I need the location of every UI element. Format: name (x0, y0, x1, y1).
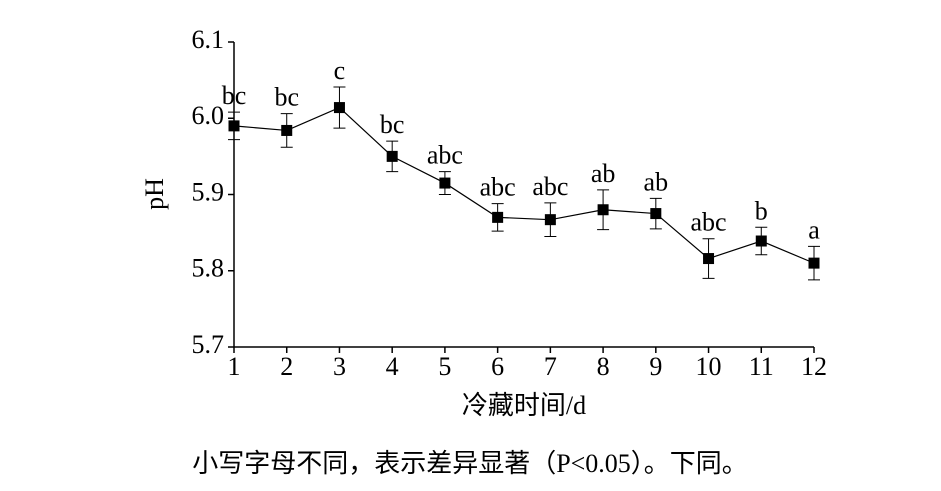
y-tick-label: 6.1 (192, 25, 225, 54)
significance-label: ab (644, 167, 669, 196)
y-tick-label: 6.0 (192, 101, 225, 130)
point (755, 235, 767, 247)
y-tick-label: 5.8 (192, 254, 225, 283)
point (544, 214, 556, 226)
x-tick-label: 12 (801, 352, 827, 381)
significance-label: ab (591, 159, 616, 188)
significance-label: abc (532, 172, 568, 201)
x-tick-label: 3 (333, 352, 346, 381)
x-tick-label: 2 (280, 352, 293, 381)
point (650, 208, 662, 220)
y-tick-label: 5.9 (192, 177, 225, 206)
point (703, 253, 715, 265)
y-tick-label: 5.7 (192, 330, 225, 359)
axes (233, 42, 814, 348)
x-axis-label: 冷藏时间/d (462, 391, 586, 420)
caption: 小写字母不同，表示差异显著（P<0.05）。下同。 (192, 449, 748, 478)
point (492, 211, 504, 223)
significance-label: abc (480, 173, 516, 202)
point (597, 204, 609, 216)
x-tick-label: 5 (438, 352, 451, 381)
significance-label: abc (427, 141, 463, 170)
series-line (233, 106, 815, 264)
point (281, 124, 293, 136)
x-tick-label: 10 (696, 352, 722, 381)
point (228, 120, 240, 132)
x-tick-label: 11 (749, 352, 774, 381)
significance-label: bc (380, 110, 405, 139)
significance-label: bc (274, 83, 299, 112)
x-tick-label: 7 (544, 352, 557, 381)
point (439, 177, 451, 189)
point (333, 102, 345, 114)
point (808, 257, 820, 269)
point (386, 150, 398, 162)
significance-label: b (755, 196, 768, 225)
x-tick-label: 4 (386, 352, 399, 381)
significance-label: bc (222, 81, 247, 110)
x-tick-label: 6 (491, 352, 504, 381)
y-axis-label: pH (140, 178, 169, 210)
significance-label: abc (690, 208, 726, 237)
x-tick-label: 8 (597, 352, 610, 381)
x-tick-label: 9 (649, 352, 662, 381)
significance-label: c (334, 56, 346, 85)
x-tick-label: 1 (228, 352, 241, 381)
significance-label: a (808, 215, 820, 244)
